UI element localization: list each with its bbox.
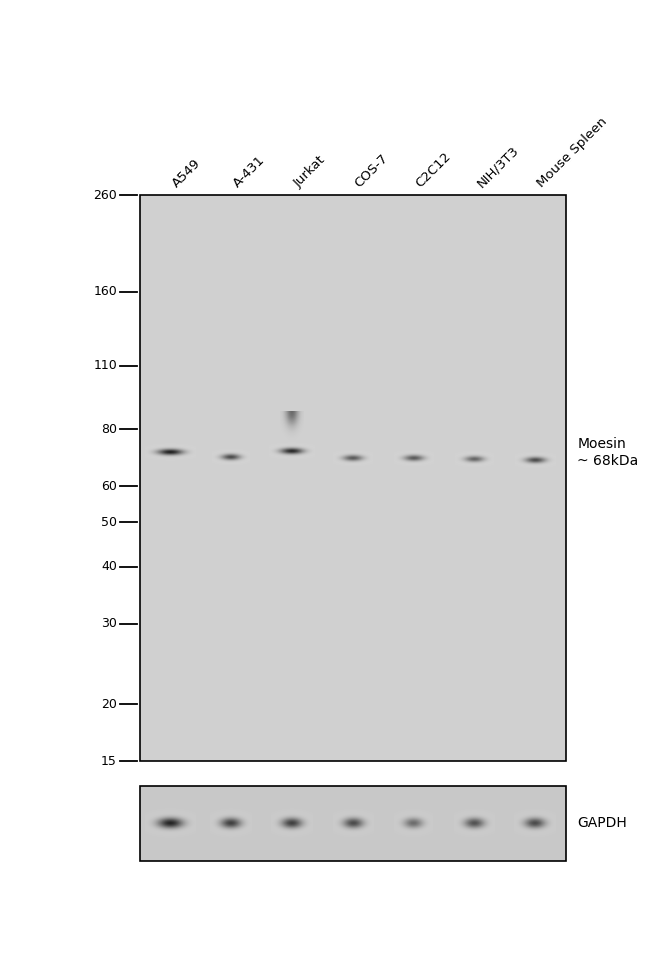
- Text: NIH/3T3: NIH/3T3: [474, 143, 521, 190]
- Text: 260: 260: [93, 188, 117, 202]
- Text: 15: 15: [101, 754, 117, 768]
- Text: ~ 68kDa: ~ 68kDa: [577, 455, 638, 468]
- Text: Jurkat: Jurkat: [292, 154, 328, 190]
- Text: 80: 80: [101, 423, 117, 435]
- Text: 50: 50: [101, 516, 117, 529]
- Text: 40: 40: [101, 560, 117, 573]
- Text: GAPDH: GAPDH: [577, 816, 627, 831]
- Text: 30: 30: [101, 617, 117, 630]
- Text: 60: 60: [101, 479, 117, 493]
- Text: A-431: A-431: [231, 153, 268, 190]
- Text: 160: 160: [93, 285, 117, 298]
- Text: COS-7: COS-7: [352, 152, 391, 190]
- Text: C2C12: C2C12: [413, 150, 454, 190]
- Bar: [140, 786, 566, 861]
- Text: Mouse Spleen: Mouse Spleen: [535, 115, 610, 190]
- Text: A549: A549: [170, 157, 203, 190]
- Text: 110: 110: [93, 359, 117, 373]
- Text: 20: 20: [101, 698, 117, 711]
- Text: Moesin: Moesin: [577, 437, 626, 451]
- Bar: [140, 195, 566, 761]
